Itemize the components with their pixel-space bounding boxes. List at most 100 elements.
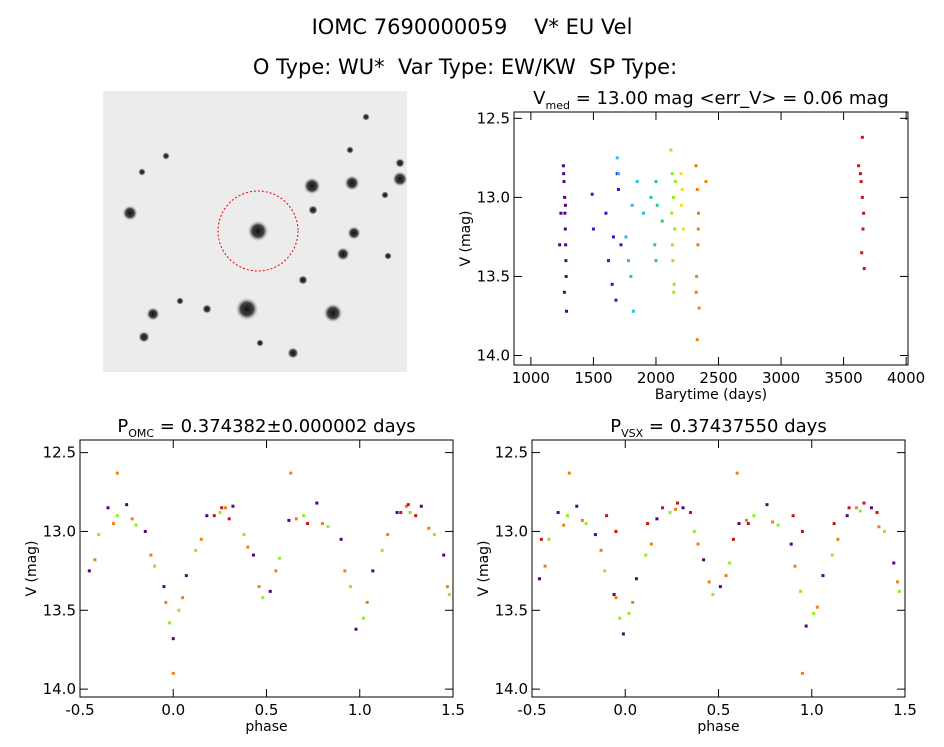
- data-point: [242, 533, 246, 537]
- data-point: [724, 574, 728, 578]
- data-point: [565, 514, 569, 518]
- data-point: [564, 274, 568, 278]
- data-point: [697, 306, 701, 310]
- data-point: [821, 574, 825, 578]
- figure-subtitle: O Type: WU* Var Type: EW/KW SP Type:: [253, 55, 677, 79]
- data-point: [404, 504, 408, 508]
- data-point: [735, 471, 739, 475]
- data-point: [343, 569, 347, 573]
- data-point: [612, 593, 616, 597]
- data-point: [171, 637, 175, 641]
- data-point: [653, 243, 657, 247]
- star-field-image: [103, 91, 408, 372]
- data-point: [669, 148, 673, 152]
- data-point: [584, 522, 588, 526]
- chart-title: PVSX = 0.37437550 days: [610, 416, 826, 440]
- data-point: [654, 259, 658, 263]
- data-point: [125, 503, 129, 507]
- data-point: [134, 523, 138, 527]
- data-point: [618, 616, 622, 620]
- data-point: [744, 518, 748, 522]
- y-tick-label: 13.5: [477, 267, 510, 285]
- data-point: [257, 585, 261, 589]
- data-point: [654, 180, 658, 184]
- data-point: [635, 180, 639, 184]
- data-point: [644, 553, 648, 557]
- data-point: [565, 309, 569, 313]
- data-point: [287, 518, 291, 522]
- data-point: [702, 558, 706, 562]
- data-point: [562, 523, 566, 527]
- data-point: [563, 195, 567, 199]
- data-point: [447, 593, 451, 597]
- data-point: [408, 511, 412, 515]
- data-point: [199, 537, 203, 541]
- data-point: [220, 506, 224, 510]
- data-point: [591, 227, 595, 231]
- data-point: [562, 172, 566, 176]
- data-point: [223, 506, 227, 510]
- chart-title: POMC = 0.374382±0.000002 days: [117, 416, 415, 440]
- data-point: [877, 525, 881, 529]
- data-point: [800, 529, 804, 533]
- data-point: [858, 172, 862, 176]
- data-point: [694, 164, 698, 168]
- data-point: [177, 608, 181, 612]
- data-point: [564, 259, 568, 263]
- y-axis-label: V (mag): [24, 540, 40, 596]
- data-point: [765, 503, 769, 507]
- y-tick-label: 14.0: [43, 680, 76, 698]
- data-point: [604, 211, 608, 215]
- data-point: [580, 518, 584, 522]
- data-point: [815, 605, 819, 609]
- data-point: [218, 511, 222, 515]
- data-point: [320, 522, 324, 526]
- data-point: [847, 506, 851, 510]
- data-point: [302, 514, 306, 518]
- data-point: [289, 471, 293, 475]
- data-point: [615, 156, 619, 160]
- data-point: [149, 553, 153, 557]
- data-point: [106, 506, 110, 510]
- data-point: [860, 251, 864, 255]
- data-point: [562, 290, 566, 294]
- data-point: [361, 616, 365, 620]
- data-point: [395, 511, 399, 515]
- data-point: [168, 621, 172, 625]
- y-tick-label: 14.0: [477, 347, 510, 365]
- data-point: [212, 514, 216, 518]
- x-tick-label: -0.5: [517, 701, 546, 719]
- data-point: [646, 522, 650, 526]
- data-point: [875, 511, 879, 515]
- data-point: [556, 511, 560, 515]
- data-point: [804, 624, 808, 628]
- data-point: [205, 514, 209, 518]
- data-point: [660, 219, 664, 223]
- title-main: P: [117, 416, 128, 437]
- data-point: [184, 574, 188, 578]
- data-point: [791, 514, 795, 518]
- data-point: [661, 506, 665, 510]
- data-point: [675, 501, 679, 505]
- data-point: [862, 211, 866, 215]
- x-tick-label: 1.5: [893, 701, 917, 719]
- y-tick-label: 12.5: [495, 444, 528, 462]
- data-point: [695, 274, 699, 278]
- data-point: [227, 517, 231, 521]
- data-point: [603, 569, 607, 573]
- data-point: [668, 511, 672, 515]
- data-point: [614, 298, 618, 302]
- data-point: [670, 211, 674, 215]
- data-point: [427, 526, 431, 530]
- x-axis-label: phase: [697, 719, 739, 735]
- x-tick-label: 2000: [637, 369, 675, 387]
- data-point: [649, 542, 653, 546]
- data-point: [171, 671, 175, 675]
- data-point: [547, 537, 551, 541]
- data-point: [365, 600, 369, 604]
- data-point: [692, 529, 696, 533]
- data-point: [830, 553, 834, 557]
- y-axis-label: V (mag): [458, 210, 474, 266]
- y-tick-label: 14.0: [495, 680, 528, 698]
